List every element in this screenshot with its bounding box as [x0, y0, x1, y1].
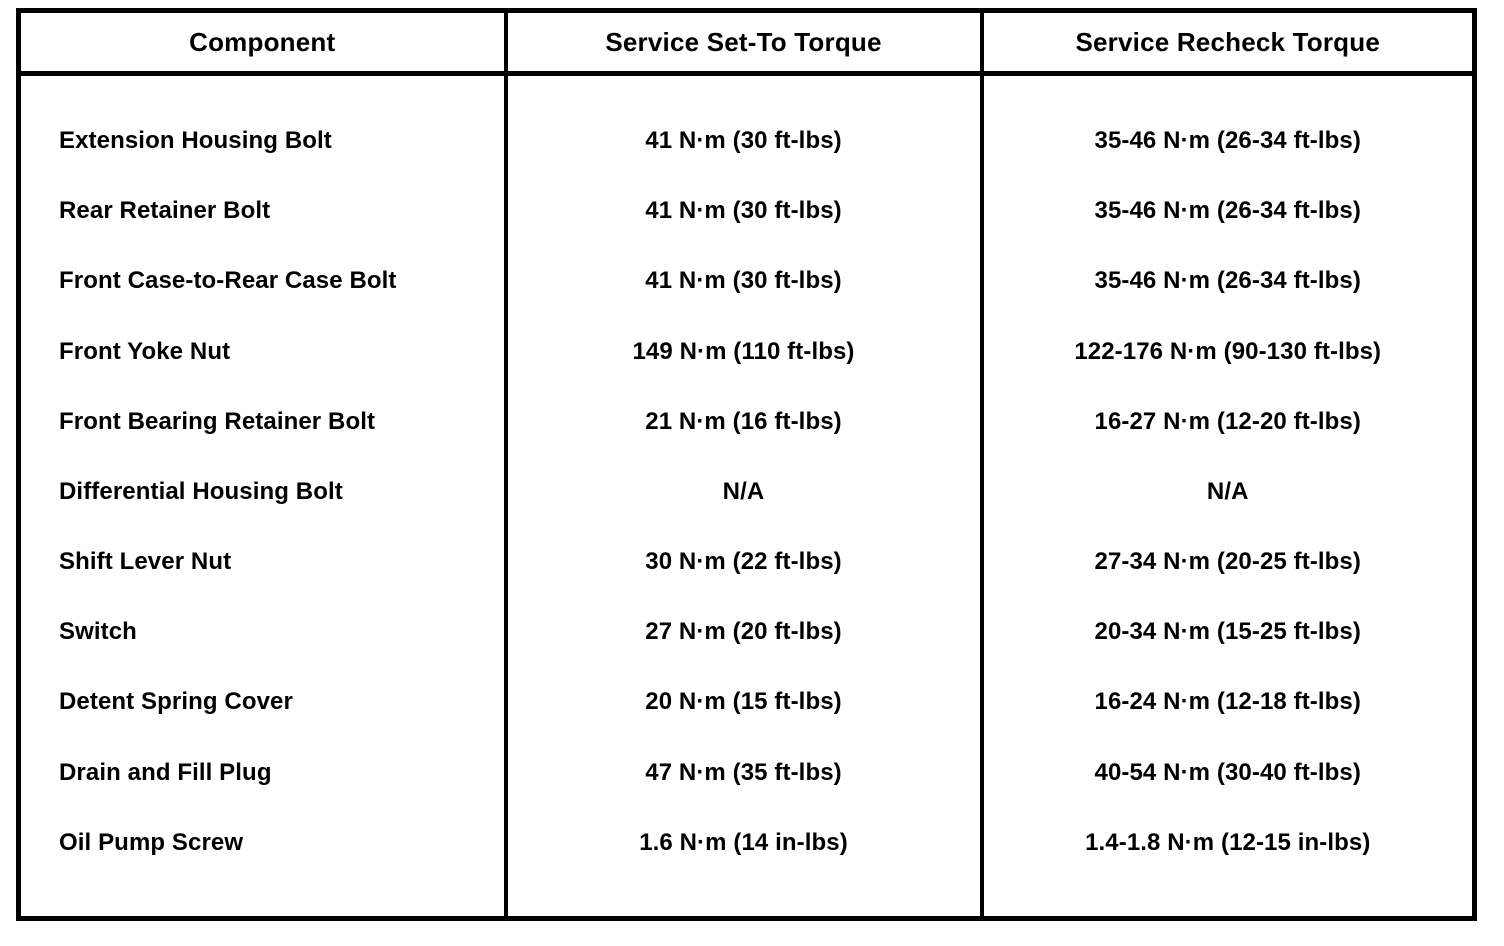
column-header-component: Component — [16, 10, 508, 76]
column-header-recheck-torque: Service Recheck Torque — [979, 10, 1477, 76]
recheck-torque-cell: 40-54 N·m (30-40 ft-lbs) — [979, 737, 1477, 808]
recheck-torque-cell: 122-176 N·m (90-130 ft-lbs) — [979, 316, 1477, 387]
set-to-torque-cell: 1.6 N·m (14 in-lbs) — [503, 807, 984, 919]
component-cell: Extension Housing Bolt — [16, 73, 508, 177]
table-row: Front Case-to-Rear Case Bolt 41 N·m (30 … — [16, 246, 1477, 317]
table-row: Oil Pump Screw 1.6 N·m (14 in-lbs) 1.4-1… — [16, 807, 1477, 919]
set-to-torque-cell: 41 N·m (30 ft-lbs) — [503, 246, 984, 317]
recheck-torque-cell: N/A — [979, 456, 1477, 528]
table-row: Extension Housing Bolt 41 N·m (30 ft-lbs… — [16, 73, 1477, 177]
component-cell: Oil Pump Screw — [16, 807, 508, 919]
component-cell: Switch — [16, 597, 508, 668]
recheck-torque-cell: 20-34 N·m (15-25 ft-lbs) — [979, 597, 1477, 668]
recheck-torque-cell: 16-27 N·m (12-20 ft-lbs) — [979, 386, 1477, 457]
set-to-torque-cell: 21 N·m (16 ft-lbs) — [503, 386, 984, 457]
recheck-torque-cell: 16-24 N·m (12-18 ft-lbs) — [979, 667, 1477, 738]
set-to-torque-cell: 41 N·m (30 ft-lbs) — [503, 176, 984, 247]
table-header: Component Service Set-To Torque Service … — [16, 10, 1477, 76]
recheck-torque-cell: 27-34 N·m (20-25 ft-lbs) — [979, 527, 1477, 598]
table-row: Detent Spring Cover 20 N·m (15 ft-lbs) 1… — [16, 667, 1477, 738]
table-row: Front Bearing Retainer Bolt 21 N·m (16 f… — [16, 386, 1477, 457]
header-row: Component Service Set-To Torque Service … — [16, 10, 1477, 76]
column-header-set-to-torque: Service Set-To Torque — [503, 10, 984, 76]
component-cell: Detent Spring Cover — [16, 667, 508, 738]
component-cell: Drain and Fill Plug — [16, 737, 508, 808]
table-row: Drain and Fill Plug 47 N·m (35 ft-lbs) 4… — [16, 737, 1477, 808]
set-to-torque-cell: N/A — [503, 456, 984, 528]
table-row: Shift Lever Nut 30 N·m (22 ft-lbs) 27-34… — [16, 527, 1477, 598]
component-cell: Rear Retainer Bolt — [16, 176, 508, 247]
set-to-torque-cell: 27 N·m (20 ft-lbs) — [503, 597, 984, 668]
recheck-torque-cell: 35-46 N·m (26-34 ft-lbs) — [979, 176, 1477, 247]
table-row: Differential Housing Bolt N/A N/A — [16, 456, 1477, 528]
set-to-torque-cell: 149 N·m (110 ft-lbs) — [503, 316, 984, 387]
table-body: Extension Housing Bolt 41 N·m (30 ft-lbs… — [16, 73, 1477, 919]
component-cell: Front Bearing Retainer Bolt — [16, 386, 508, 457]
component-cell: Front Yoke Nut — [16, 316, 508, 387]
recheck-torque-cell: 1.4-1.8 N·m (12-15 in-lbs) — [979, 807, 1477, 919]
table-row: Rear Retainer Bolt 41 N·m (30 ft-lbs) 35… — [16, 176, 1477, 247]
set-to-torque-cell: 41 N·m (30 ft-lbs) — [503, 73, 984, 177]
set-to-torque-cell: 47 N·m (35 ft-lbs) — [503, 737, 984, 808]
recheck-torque-cell: 35-46 N·m (26-34 ft-lbs) — [979, 73, 1477, 177]
table-row: Front Yoke Nut 149 N·m (110 ft-lbs) 122-… — [16, 316, 1477, 387]
set-to-torque-cell: 30 N·m (22 ft-lbs) — [503, 527, 984, 598]
component-cell: Differential Housing Bolt — [16, 456, 508, 528]
component-cell: Front Case-to-Rear Case Bolt — [16, 246, 508, 317]
torque-spec-table: Component Service Set-To Torque Service … — [16, 8, 1477, 921]
recheck-torque-cell: 35-46 N·m (26-34 ft-lbs) — [979, 246, 1477, 317]
table-row: Switch 27 N·m (20 ft-lbs) 20-34 N·m (15-… — [16, 597, 1477, 668]
component-cell: Shift Lever Nut — [16, 527, 508, 598]
set-to-torque-cell: 20 N·m (15 ft-lbs) — [503, 667, 984, 738]
